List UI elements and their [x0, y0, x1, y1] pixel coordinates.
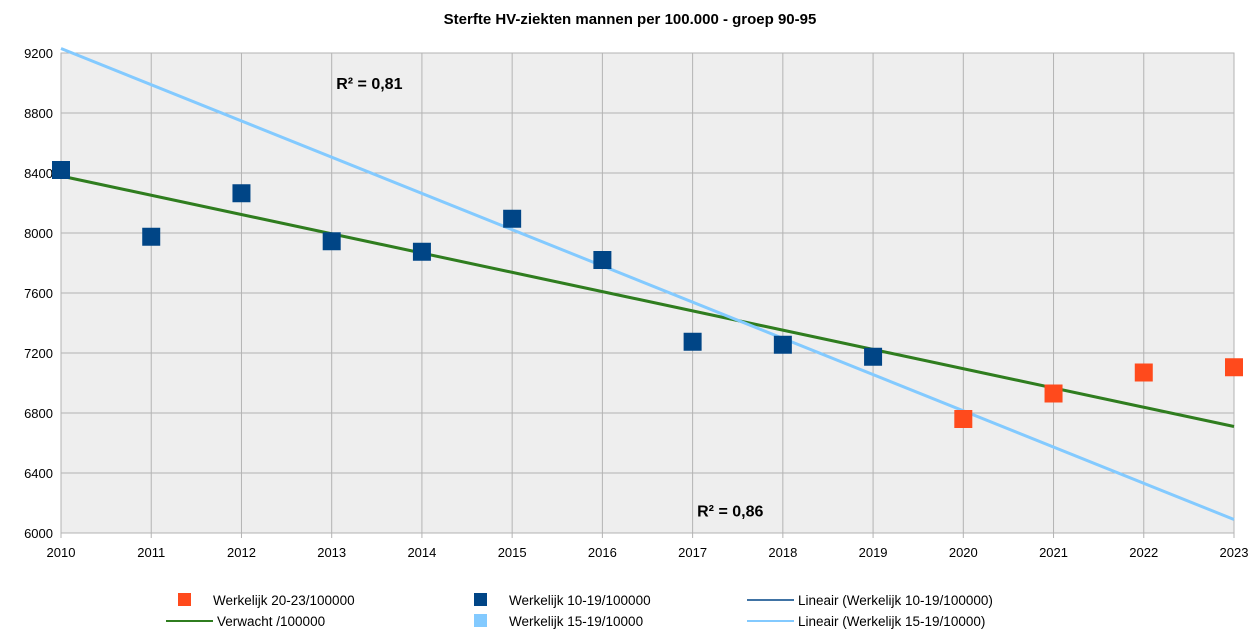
- x-tick-label: 2014: [407, 545, 436, 560]
- y-tick-label: 9200: [24, 46, 53, 61]
- data-point-series-0: [954, 410, 973, 428]
- plot-area: 6000 6400 6800 7200 7600 8000 8400 8800 9200 2010…: [24, 46, 1248, 560]
- legend-marker: [474, 593, 487, 606]
- x-tick-label: 2011: [137, 545, 165, 560]
- chart-title: Sterfte HV-ziekten mannen per 100.000 - …: [444, 11, 817, 28]
- data-point-series-1: [412, 242, 431, 261]
- legend-item: Lineair (Werkelijk 10-19/100000): [747, 593, 993, 608]
- trendline-series-3: [60, 174, 1235, 428]
- data-point-series-1: [322, 232, 341, 251]
- y-tick-label: 8800: [24, 106, 53, 121]
- data-point-series-1: [503, 209, 522, 228]
- legend-item: Werkelijk 15-19/10000: [474, 614, 643, 629]
- legend-marker: [178, 593, 191, 606]
- y-tick-label: 8400: [24, 166, 53, 181]
- legend-marker: [474, 614, 487, 627]
- x-tick-label: 2018: [768, 545, 797, 560]
- r-squared-annotation: R² = 0,86: [697, 504, 763, 521]
- x-tick-label: 2023: [1220, 545, 1249, 560]
- legend: Werkelijk 20-23/100000 Werkelijk 10-19/10…: [166, 593, 993, 629]
- legend-item: Werkelijk 10-19/100000: [474, 593, 651, 608]
- data-point-series-1: [864, 347, 883, 366]
- data-point-series-1: [683, 332, 702, 351]
- legend-label: Werkelijk 15-19/10000: [509, 614, 643, 629]
- x-tick-label: 2022: [1129, 545, 1158, 560]
- y-tick-label: 8000: [24, 226, 53, 241]
- x-tick-label: 2019: [859, 545, 888, 560]
- y-tick-label: 6800: [24, 406, 53, 421]
- x-tick-label: 2012: [227, 545, 256, 560]
- x-tick-label: 2015: [498, 545, 527, 560]
- data-point-series-1: [52, 161, 70, 179]
- data-point-series-0: [1225, 358, 1243, 377]
- legend-item: Verwacht /100000: [166, 614, 325, 629]
- x-tick-label: 2020: [949, 545, 978, 560]
- x-tick-label: 2010: [47, 545, 76, 560]
- data-point-series-1: [142, 227, 161, 246]
- legend-label: Lineair (Werkelijk 15-19/10000): [798, 614, 985, 629]
- legend-item: Lineair (Werkelijk 15-19/10000): [747, 614, 985, 629]
- y-tick-label: 7200: [24, 346, 53, 361]
- legend-label: Werkelijk 20-23/100000: [213, 593, 355, 608]
- data-point-series-1: [593, 251, 612, 269]
- trendline-series-5: [60, 47, 1235, 521]
- legend-label: Werkelijk 10-19/100000: [509, 593, 651, 608]
- y-tick-label: 7600: [24, 286, 53, 301]
- x-tick-label: 2016: [588, 545, 617, 560]
- data-point-series-1: [232, 184, 251, 203]
- data-point-series-0: [1134, 363, 1153, 382]
- x-tick-label: 2017: [678, 545, 707, 560]
- legend-label: Lineair (Werkelijk 10-19/100000): [798, 593, 993, 608]
- y-tick-label: 6000: [24, 526, 53, 541]
- r-squared-annotation: R² = 0,81: [336, 76, 402, 93]
- x-tick-label: 2013: [317, 545, 346, 560]
- data-point-series-0: [1044, 384, 1063, 403]
- data-point-series-1: [773, 335, 792, 354]
- legend-label: Verwacht /100000: [217, 614, 325, 629]
- y-tick-label: 6400: [24, 466, 53, 481]
- x-tick-label: 2021: [1039, 545, 1068, 560]
- plot-border: [60, 52, 1235, 534]
- legend-item: Werkelijk 20-23/100000: [178, 593, 355, 608]
